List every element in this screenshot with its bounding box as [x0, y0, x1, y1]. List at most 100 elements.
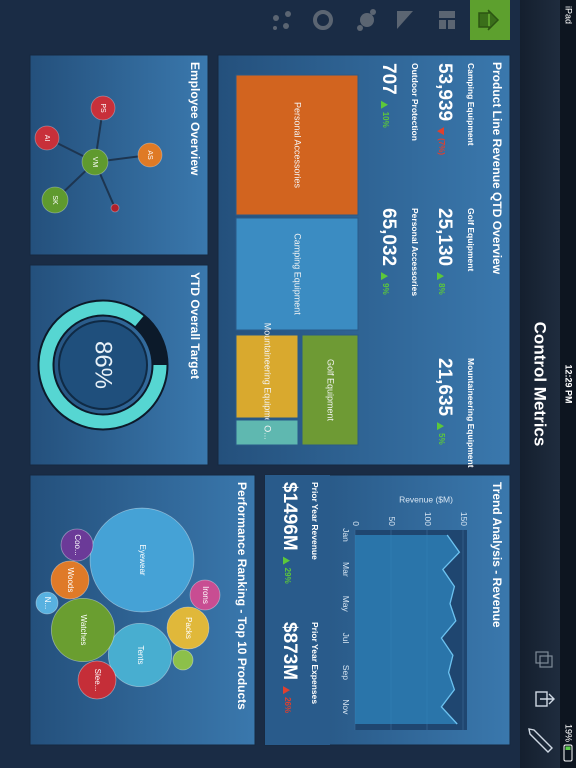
bubble-label: Packs: [184, 617, 193, 639]
bubble: [50, 597, 116, 663]
network-icon-part: [273, 26, 277, 30]
kpi-value: 25,130: [434, 208, 455, 266]
down-arrow: [437, 127, 444, 136]
bubble-label: Tents: [136, 645, 145, 664]
up-arrow: [283, 556, 290, 565]
x-tick-label: Nov: [341, 699, 351, 715]
header-actions[interactable]: [528, 651, 555, 753]
tile-label: Mountaineering Equipment: [263, 323, 273, 431]
edit-button[interactable]: [528, 728, 553, 753]
home-icon: [478, 9, 500, 31]
up-arrow: [381, 272, 388, 281]
panel-title: Employee Overview: [188, 62, 202, 176]
share-arrow: [540, 693, 555, 705]
treemap-tile: [235, 74, 359, 216]
bubble: [189, 579, 221, 611]
clock: 12:29 PM: [564, 364, 574, 403]
tile-label: Golf Equipment: [326, 359, 336, 422]
kpi-label: Camping Equipment: [466, 63, 476, 146]
treemap-tile: [235, 419, 299, 446]
panel-title: Trend Analysis - Revenue: [490, 482, 504, 628]
layout-icon[interactable]: [439, 11, 455, 18]
kpi-change: 8%: [437, 283, 446, 295]
x-tick-label: Jan: [341, 528, 351, 542]
kpi-change: (7%): [437, 138, 446, 155]
y-tick-label: 50: [387, 517, 397, 527]
kpi-change: 10%: [381, 112, 390, 128]
summary-change: 26%: [283, 697, 292, 713]
area-line: [440, 534, 461, 725]
y-tick-label: 150: [459, 512, 469, 526]
trend-summary-strip: [265, 475, 330, 745]
node-label: AS: [146, 150, 153, 160]
panel-title: Performance Ranking - Top 10 Products: [235, 482, 249, 710]
bubble-label: Slee...: [93, 669, 102, 692]
bubble: [166, 606, 210, 650]
summary-label: Prior Year Expenses: [310, 622, 320, 704]
battery-level: [565, 746, 571, 750]
panel-title: YTD Overall Target: [188, 272, 202, 379]
up-arrow: [283, 686, 290, 695]
gauge-icon[interactable]: [313, 10, 333, 30]
network-icon-part: [283, 23, 289, 29]
panel-title: Product Line Revenue QTD Overview: [490, 62, 504, 275]
bubble: [107, 622, 173, 688]
kpi-label: Outdoor Protection: [410, 63, 420, 141]
x-tick-label: Jul: [341, 633, 351, 644]
summary-value: $1496M: [279, 482, 300, 551]
summary-value: $873M: [279, 622, 300, 680]
summary-label: Prior Year Revenue: [310, 482, 320, 560]
copy-button[interactable]: [535, 651, 549, 664]
bubble: [77, 660, 117, 700]
bubble: [60, 528, 94, 562]
kpi-change: 5%: [437, 433, 446, 445]
status-bar: [560, 0, 576, 768]
people-icon-part: [370, 9, 376, 15]
copy-button-back: [539, 655, 553, 668]
x-tick-label: Sep: [341, 665, 351, 680]
bubble: [89, 507, 195, 613]
network-node: [41, 186, 69, 214]
network-icon-part: [273, 15, 279, 21]
kpi-value: 53,939: [434, 63, 455, 121]
gauge-center: [58, 320, 148, 410]
kpi-label: Mountaineering Equipment: [466, 358, 476, 468]
x-tick-label: May: [341, 596, 351, 613]
layout-icon-part: [448, 20, 455, 29]
x-tick-label: Mar: [341, 562, 351, 577]
tile-label: O...: [263, 425, 273, 440]
y-tick-label: 0: [351, 521, 361, 526]
up-arrow: [437, 272, 444, 281]
up-arrow: [381, 100, 388, 109]
people-icon[interactable]: [360, 13, 374, 27]
y-axis-title: Revenue ($M): [399, 494, 453, 504]
tile-label: Personal Accessories: [293, 102, 303, 189]
kpi-change: 9%: [381, 283, 390, 295]
kpi-label: Golf Equipment: [466, 208, 476, 271]
bubble-label: Eyewear: [138, 544, 147, 575]
treemap-tile: [301, 334, 359, 446]
sidebar: [273, 0, 510, 40]
network-node: [137, 142, 163, 168]
node-label: PS: [99, 103, 106, 113]
kpi-value: 65,032: [378, 208, 399, 266]
network-icon[interactable]: [285, 11, 291, 17]
network-node: [110, 203, 120, 213]
chart-icon[interactable]: [397, 11, 413, 29]
battery-icon: [563, 744, 573, 762]
header: [520, 0, 560, 768]
kpi-value: 21,635: [434, 358, 455, 417]
node-label: SK: [51, 195, 58, 205]
people-icon-part: [357, 25, 363, 31]
layout-icon-part: [439, 20, 446, 29]
treemap-tile: [235, 334, 299, 419]
node-label: VM: [91, 157, 98, 168]
bubble-label: N...: [43, 597, 52, 609]
kpi-label: Personal Accessories: [410, 208, 420, 296]
y-tick-label: 100: [423, 512, 433, 526]
bubble: [35, 591, 59, 615]
treemap-tile: [235, 217, 359, 331]
gauge-value: 86%: [90, 341, 117, 389]
